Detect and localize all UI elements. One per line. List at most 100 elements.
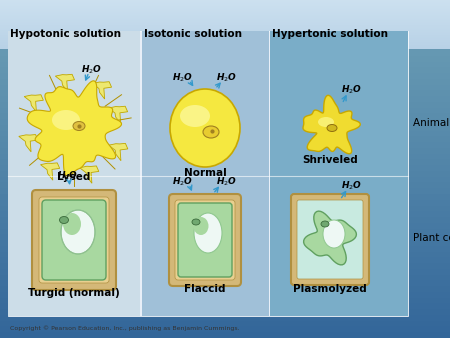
Bar (0, 101, 450, 107)
FancyBboxPatch shape (297, 200, 363, 279)
Bar (0, 308, 450, 315)
Bar (0, 2, 450, 4)
Bar (0, 21, 450, 23)
Text: Hypertonic solution: Hypertonic solution (272, 29, 388, 39)
Bar (0, 106, 450, 113)
Polygon shape (108, 143, 128, 161)
Bar (0, 9, 450, 11)
FancyBboxPatch shape (169, 194, 241, 286)
Bar (0, 268, 450, 275)
Bar (0, 29, 450, 31)
Bar (0, 32, 450, 34)
Bar (0, 26, 450, 28)
Bar (0, 47, 450, 49)
Ellipse shape (194, 213, 222, 253)
Bar (0, 6, 450, 8)
Bar (0, 40, 450, 42)
Bar (0, 13, 450, 15)
Text: H$_2$O: H$_2$O (172, 176, 194, 188)
Text: Plasmolyzed: Plasmolyzed (293, 284, 367, 294)
FancyBboxPatch shape (39, 197, 109, 283)
Ellipse shape (59, 217, 68, 223)
FancyBboxPatch shape (178, 203, 232, 277)
Bar (0, 222, 450, 228)
Bar (0, 130, 450, 137)
Bar (0, 19, 450, 21)
Bar (0, 28, 450, 30)
Bar (0, 147, 450, 154)
Bar (0, 20, 450, 22)
Bar (0, 61, 450, 67)
Text: Plant cell: Plant cell (413, 233, 450, 243)
Bar (0, 89, 450, 96)
Bar (0, 204, 450, 211)
Text: H$_2$O: H$_2$O (172, 72, 194, 84)
Text: Flaccid: Flaccid (184, 284, 226, 294)
Bar (0, 17, 450, 19)
Polygon shape (27, 81, 122, 176)
Bar (0, 320, 450, 327)
Polygon shape (55, 74, 75, 92)
Bar (0, 44, 450, 46)
Bar (0, 7, 450, 9)
Polygon shape (303, 95, 360, 154)
Bar (0, 48, 450, 50)
Bar (0, 16, 450, 18)
Bar (0, 27, 450, 29)
FancyBboxPatch shape (291, 194, 369, 285)
Bar (0, 239, 450, 246)
Ellipse shape (63, 213, 81, 235)
Bar (0, 3, 450, 5)
Bar (0, 1, 450, 3)
Bar (0, 30, 450, 32)
Bar (0, 118, 450, 125)
FancyBboxPatch shape (175, 200, 235, 280)
Bar (0, 297, 450, 304)
Bar (0, 35, 450, 37)
Bar (0, 325, 450, 332)
Bar (0, 10, 450, 12)
Polygon shape (92, 82, 112, 99)
Text: Copyright © Pearson Education, Inc., publishing as Benjamin Cummings.: Copyright © Pearson Education, Inc., pub… (10, 325, 239, 331)
Text: Normal: Normal (184, 168, 226, 178)
Bar (0, 49, 450, 56)
Bar (0, 245, 450, 251)
Ellipse shape (321, 221, 329, 227)
Bar (0, 227, 450, 234)
Ellipse shape (323, 220, 345, 248)
Ellipse shape (203, 126, 219, 138)
Bar (0, 170, 450, 177)
Polygon shape (108, 106, 128, 124)
Bar (0, 39, 450, 41)
Bar (0, 280, 450, 286)
Text: Lysed: Lysed (57, 172, 91, 182)
Bar (0, 250, 450, 257)
Bar (0, 37, 450, 39)
Bar (0, 8, 450, 10)
Bar (0, 22, 450, 24)
Bar (0, 210, 450, 217)
Bar (0, 11, 450, 13)
Bar (0, 34, 450, 36)
Ellipse shape (327, 124, 337, 131)
Bar (0, 41, 450, 43)
Bar (0, 274, 450, 281)
Bar (0, 23, 450, 25)
Bar (0, 182, 450, 188)
Ellipse shape (180, 105, 210, 127)
Text: H$_2$O: H$_2$O (216, 72, 238, 84)
Ellipse shape (52, 110, 80, 130)
Bar (0, 55, 450, 62)
Ellipse shape (61, 210, 95, 254)
Bar (0, 153, 450, 160)
Bar (0, 262, 450, 269)
Bar (0, 5, 450, 7)
Bar (0, 66, 450, 73)
Bar (8, 31, 140, 316)
Bar (8, 31, 408, 316)
Polygon shape (304, 211, 356, 265)
Bar (0, 136, 450, 142)
Bar (0, 0, 450, 1)
Bar (0, 199, 450, 206)
Bar (0, 31, 450, 33)
